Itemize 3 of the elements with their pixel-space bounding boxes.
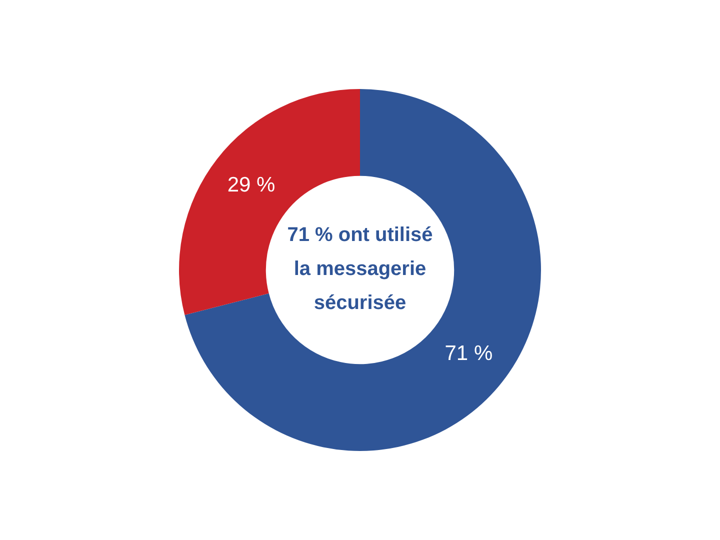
text: 71 % ont utilisé la messagerie sécurisée [286, 223, 434, 316]
data-label: 71 % [444, 342, 493, 366]
data-label: 29 % [227, 173, 276, 196]
